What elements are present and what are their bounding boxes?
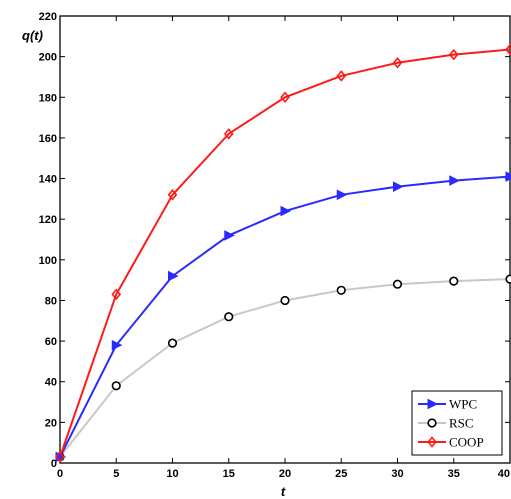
legend-marker-rsc	[427, 418, 437, 428]
x-tick-label: 25	[335, 468, 347, 480]
data-point-wpc	[280, 205, 292, 217]
data-point-wpc	[224, 230, 235, 241]
y-tick-label: 140	[39, 174, 57, 186]
data-point-rsc	[111, 381, 121, 391]
x-tick-label: 0	[57, 468, 63, 480]
data-point-rsc	[336, 285, 346, 295]
x-tick-label: 30	[391, 468, 403, 480]
axis-ticks: 0 20 40 60 80 100 120 140 160 180 200 220 0 5 10 15 20 25…	[39, 11, 511, 480]
data-point-coop	[167, 189, 178, 201]
data-point-rsc	[505, 274, 511, 284]
data-point-coop	[448, 48, 459, 61]
data-point-wpc	[168, 270, 179, 282]
legend-label-coop: COOP	[449, 435, 484, 450]
data-point-coop	[505, 43, 511, 56]
x-tick-label: 20	[279, 468, 291, 480]
data-point-wpc	[449, 175, 460, 186]
x-tick-label: 10	[166, 468, 178, 480]
y-tick-label: 220	[39, 11, 57, 23]
data-point-wpc	[393, 181, 404, 192]
y-tick-label: 60	[45, 336, 57, 348]
y-tick-label: 20	[45, 417, 57, 429]
plot-frame	[59, 15, 511, 464]
data-point-coop	[392, 56, 403, 69]
y-tick-label: 180	[39, 92, 57, 104]
data-point-rsc	[167, 338, 178, 348]
x-tick-label: 5	[113, 468, 119, 480]
data-point-rsc	[224, 312, 234, 322]
y-tick-label: 0	[51, 458, 57, 470]
series-line-coop	[59, 48, 511, 458]
x-tick-label: 35	[448, 468, 460, 480]
y-tick-label: 160	[39, 133, 57, 145]
x-tick-label: 40	[498, 468, 510, 480]
legend-marker-coop	[427, 436, 437, 448]
legend-label-wpc: WPC	[449, 397, 477, 412]
data-point-wpc	[111, 339, 123, 351]
legend-marker-wpc	[427, 398, 439, 410]
series-markers	[55, 43, 511, 463]
y-tick-label: 120	[39, 214, 57, 226]
y-tick-label: 40	[45, 377, 57, 389]
y-tick-label: 200	[39, 52, 57, 64]
x-tick-label: 15	[223, 468, 235, 480]
data-point-coop	[280, 91, 290, 104]
data-point-rsc	[449, 276, 459, 286]
legend: WPC RSC COOP	[411, 390, 503, 456]
data-point-coop	[336, 70, 347, 82]
y-axis-label: q(t)	[22, 28, 43, 43]
data-point-coop	[111, 288, 122, 301]
y-tick-label: 80	[45, 295, 57, 307]
data-point-wpc	[336, 189, 348, 201]
y-tick-label: 100	[39, 255, 57, 267]
data-point-rsc	[392, 279, 403, 289]
x-axis-label: t	[281, 484, 286, 499]
data-point-coop	[55, 451, 65, 463]
legend-label-rsc: RSC	[449, 416, 474, 431]
data-point-rsc	[280, 295, 290, 306]
data-point-coop	[223, 128, 234, 140]
